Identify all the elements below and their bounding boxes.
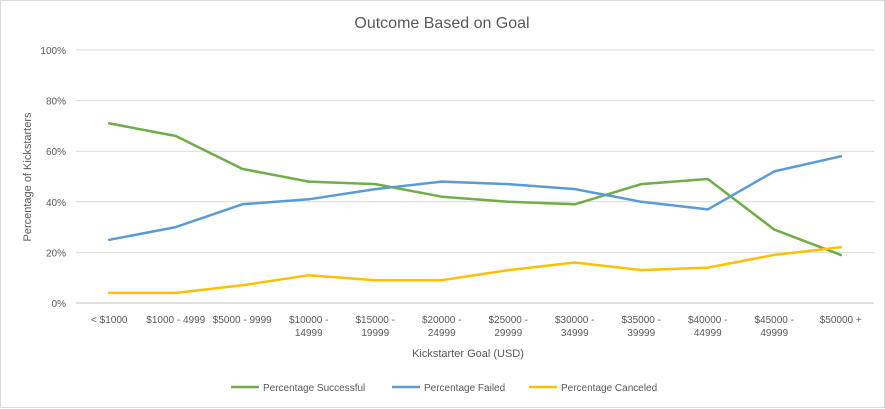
data-point [507, 268, 510, 272]
y-axis-ticks: 0% 20% 40% 60% 80% 100% [40, 46, 66, 310]
data-point [640, 200, 643, 203]
data-point [839, 253, 842, 257]
data-point [839, 246, 842, 249]
x-tick-label: $30000 -34999 [555, 315, 594, 339]
data-point [440, 279, 443, 282]
data-point [174, 291, 177, 295]
data-point [706, 177, 709, 181]
data-point [241, 203, 244, 206]
chart-title: Outcome Based on Goal [354, 15, 529, 32]
x-tick-label: $5000 - 9999 [213, 315, 272, 326]
y-tick-label: 0% [52, 299, 67, 310]
data-point [640, 268, 643, 272]
data-point [241, 284, 244, 287]
data-point [773, 228, 776, 231]
x-axis-title: Kickstarter Goal (USD) [412, 348, 524, 360]
y-tick-label: 40% [46, 198, 66, 209]
x-tick-label: $35000 -39999 [622, 315, 661, 339]
series-line-percentage-canceled [108, 246, 843, 295]
data-point [706, 266, 709, 269]
y-tick-label: 80% [46, 97, 66, 108]
data-point [307, 273, 310, 277]
data-point [374, 279, 377, 282]
data-point [307, 180, 310, 183]
data-point [573, 187, 576, 191]
x-tick-label: $50000 + [820, 315, 862, 326]
y-axis-title: Percentage of Kickstarters [22, 112, 34, 242]
data-point [174, 134, 177, 138]
series-line-percentage-failed [108, 155, 843, 242]
legend: Percentage Successful Percentage Failed Pe… [231, 383, 657, 394]
data-point [108, 122, 111, 125]
legend-label: Percentage Canceled [561, 383, 657, 394]
y-tick-label: 20% [46, 248, 66, 259]
y-tick-label: 100% [40, 46, 66, 57]
y-tick-label: 60% [46, 147, 66, 158]
x-tick-label: $40000 -44999 [688, 315, 727, 339]
x-tick-label: $15000 -19999 [356, 315, 395, 339]
data-point [241, 167, 244, 171]
series-lines [108, 122, 843, 295]
data-point [507, 200, 510, 203]
data-point [773, 253, 776, 257]
legend-label: Percentage Successful [263, 383, 365, 394]
x-axis-ticks: < $1000 $1000 - 4999 $5000 - 9999 $10000 -1… [91, 315, 862, 339]
x-tick-label: $25000 -29999 [489, 315, 528, 339]
data-point [440, 195, 443, 198]
data-point [773, 170, 776, 173]
data-point [108, 291, 111, 295]
legend-label: Percentage Failed [424, 383, 505, 394]
data-point [573, 261, 576, 264]
x-tick-label: $1000 - 4999 [146, 315, 205, 326]
series-line-percentage-successful [108, 122, 843, 257]
data-point [640, 182, 643, 186]
x-tick-label: $45000 -49999 [755, 315, 794, 339]
data-point [307, 198, 310, 201]
gridlines [76, 49, 874, 304]
x-tick-label: $20000 -24999 [422, 315, 461, 339]
data-point [374, 182, 377, 186]
data-point [839, 155, 842, 158]
data-point [507, 182, 510, 186]
data-point [573, 203, 576, 206]
data-point [374, 187, 377, 191]
x-tick-label: $10000 -14999 [289, 315, 328, 339]
data-point [706, 208, 709, 211]
x-tick-label: < $1000 [91, 315, 128, 326]
data-point [440, 180, 443, 183]
data-point [108, 238, 111, 241]
data-point [174, 225, 177, 229]
